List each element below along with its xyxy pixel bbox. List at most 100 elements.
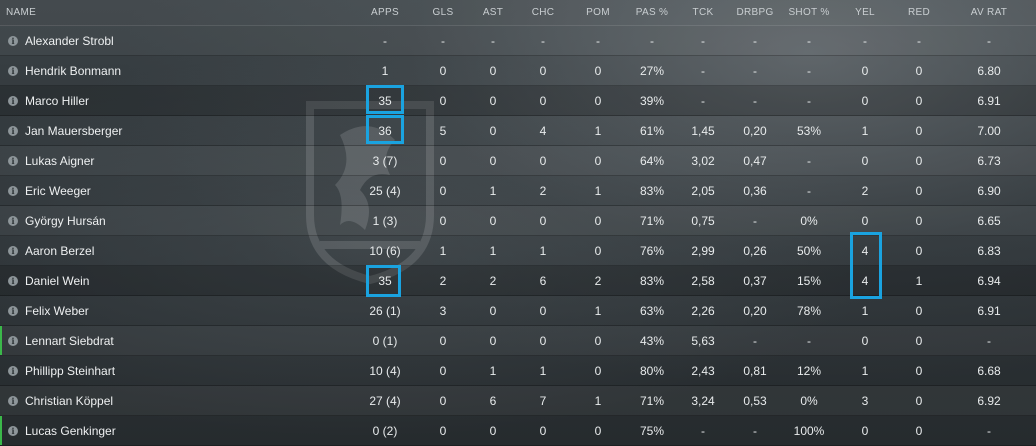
player-name[interactable]: Lucas Genkinger — [25, 423, 116, 438]
player-name[interactable]: Phillipp Steinhart — [25, 363, 116, 378]
player-name[interactable]: Lukas Aigner — [25, 153, 95, 168]
player-name[interactable]: György Hursán — [25, 213, 106, 228]
column-header-yel[interactable]: YEL — [855, 7, 875, 18]
info-icon[interactable]: i — [8, 125, 18, 136]
column-header-red[interactable]: RED — [907, 7, 930, 18]
table-row[interactable]: i Aaron Berzel 10 (6) 1 1 1 0 76% 2,99 0,26 50% 4 0 6… — [0, 236, 1036, 266]
column-header-chc[interactable]: CHC — [531, 7, 555, 18]
stat-chc: 6 — [539, 273, 547, 288]
stat-pas: 80% — [639, 363, 665, 378]
table-row[interactable]: i Jan Mauersberger 36 5 0 4 1 61% 1,45 0,20 53% 1 0 7… — [0, 116, 1036, 146]
stat-pas: 63% — [639, 303, 665, 318]
player-name[interactable]: Jan Mauersberger — [25, 123, 123, 138]
stat-pom: 0 — [594, 213, 602, 228]
table-row[interactable]: i Marco Hiller 35 0 0 0 0 39% - - - 0 0 6.91 — [0, 86, 1036, 116]
info-icon[interactable]: i — [8, 95, 18, 106]
table-row[interactable]: i György Hursán 1 (3) 0 0 0 0 71% 0,75 - 0% 0 0 6.65 — [0, 206, 1036, 236]
stat-red: 0 — [915, 213, 923, 228]
player-name-cell[interactable]: i Felix Weber — [8, 296, 89, 325]
stat-yel: 1 — [861, 363, 869, 378]
table-row[interactable]: i Eric Weeger 25 (4) 0 1 2 1 83% 2,05 0,36 - 2 0 6.90 — [0, 176, 1036, 206]
player-name-cell[interactable]: i Eric Weeger — [8, 176, 91, 205]
player-name-cell[interactable]: i Christian Köppel — [8, 386, 113, 415]
player-name-cell[interactable]: i Alexander Strobl — [8, 26, 114, 55]
stat-apps: 36 — [378, 123, 392, 138]
table-row[interactable]: i Hendrik Bonmann 1 0 0 0 0 27% - - - 0 0 6.80 — [0, 56, 1036, 86]
info-icon[interactable]: i — [8, 215, 18, 226]
info-icon[interactable]: i — [8, 425, 18, 436]
info-icon[interactable]: i — [8, 365, 18, 376]
info-icon[interactable]: i — [8, 335, 18, 346]
player-name[interactable]: Lennart Siebdrat — [25, 333, 114, 348]
stat-tck: - — [701, 93, 705, 108]
column-header-ast[interactable]: AST — [482, 7, 504, 18]
stat-apps: 35 — [378, 273, 392, 288]
player-name[interactable]: Eric Weeger — [25, 183, 91, 198]
stat-yel: 3 — [861, 393, 869, 408]
column-header-shot[interactable]: SHOT % — [788, 7, 830, 18]
column-header-tck[interactable]: TCK — [692, 7, 714, 18]
player-name-cell[interactable]: i György Hursán — [8, 206, 106, 235]
info-icon[interactable]: i — [8, 185, 18, 196]
player-name-cell[interactable]: i Jan Mauersberger — [8, 116, 122, 145]
stat-tck: - — [701, 63, 705, 78]
info-icon[interactable]: i — [8, 395, 18, 406]
stat-chc: 7 — [539, 393, 547, 408]
stat-yel: 0 — [861, 423, 869, 438]
player-name[interactable]: Christian Köppel — [25, 393, 114, 408]
table-row[interactable]: i Lennart Siebdrat 0 (1) 0 0 0 0 43% 5,63 - - 0 0 - — [0, 326, 1036, 356]
table-row[interactable]: i Christian Köppel 27 (4) 0 6 7 1 71% 3,24 0,53 0%… — [0, 386, 1036, 416]
info-icon[interactable]: i — [8, 305, 18, 316]
info-icon[interactable]: i — [8, 65, 18, 76]
player-name-cell[interactable]: i Daniel Wein — [8, 266, 89, 295]
stat-drbpg: - — [753, 333, 757, 348]
column-header-gls[interactable]: GLS — [432, 7, 454, 18]
column-header-drbpg[interactable]: DRBPG — [736, 7, 774, 18]
info-icon[interactable]: i — [8, 155, 18, 166]
stat-chc: 1 — [539, 363, 547, 378]
player-name-cell[interactable]: i Lucas Genkinger — [8, 416, 116, 445]
player-name[interactable]: Alexander Strobl — [25, 33, 114, 48]
player-name[interactable]: Aaron Berzel — [25, 243, 95, 258]
player-name[interactable]: Felix Weber — [25, 303, 89, 318]
player-name[interactable]: Marco Hiller — [25, 93, 90, 108]
stat-ast: 0 — [489, 423, 497, 438]
player-name-cell[interactable]: i Phillipp Steinhart — [8, 356, 115, 385]
player-name-cell[interactable]: i Aaron Berzel — [8, 236, 94, 265]
column-header-apps[interactable]: APPS — [371, 7, 399, 18]
player-name-cell[interactable]: i Marco Hiller — [8, 86, 89, 115]
player-name-cell[interactable]: i Lukas Aigner — [8, 146, 94, 175]
table-row[interactable]: i Daniel Wein 35 2 2 6 2 83% 2,58 0,37 15% 4 1 6.94 — [0, 266, 1036, 296]
player-name[interactable]: Hendrik Bonmann — [25, 63, 122, 78]
stat-chc: 2 — [539, 183, 547, 198]
stat-ast: 0 — [489, 123, 497, 138]
info-icon[interactable]: i — [8, 245, 18, 256]
player-name[interactable]: Daniel Wein — [25, 273, 90, 288]
stat-gls: 5 — [439, 123, 447, 138]
column-header-pom[interactable]: POM — [586, 7, 610, 18]
table-row[interactable]: i Felix Weber 26 (1) 3 0 0 1 63% 2,26 0,20 78% 1 0 6.… — [0, 296, 1036, 326]
info-icon[interactable]: i — [8, 275, 18, 286]
stat-drbpg: 0,81 — [743, 363, 767, 378]
table-row[interactable]: i Phillipp Steinhart 10 (4) 0 1 1 0 80% 2,43 0,81… — [0, 356, 1036, 386]
stat-apps: 35 — [378, 93, 392, 108]
column-header-av-rat[interactable]: AV RAT — [970, 7, 1008, 18]
player-name-cell[interactable]: i Lennart Siebdrat — [8, 326, 114, 355]
info-icon[interactable]: i — [8, 35, 18, 46]
stat-chc: 4 — [539, 123, 547, 138]
stat-pom: 2 — [594, 273, 602, 288]
stat-red: 0 — [915, 303, 923, 318]
stat-shot: 12% — [796, 363, 822, 378]
stat-gls: 3 — [439, 303, 447, 318]
player-name-cell[interactable]: i Hendrik Bonmann — [8, 56, 121, 85]
stat-drbpg: 0,36 — [743, 183, 767, 198]
stat-pas: 76% — [639, 243, 665, 258]
table-row[interactable]: i Lukas Aigner 3 (7) 0 0 0 0 64% 3,02 0,47 - 0 0 6.73 — [0, 146, 1036, 176]
table-row[interactable]: i Lucas Genkinger 0 (2) 0 0 0 0 75% - - 100% 0 0 - — [0, 416, 1036, 446]
table-row[interactable]: i Alexander Strobl - - - - - - - - - - - - — [0, 26, 1036, 56]
stat-red: 0 — [915, 333, 923, 348]
column-header-name[interactable]: NAME — [6, 7, 37, 18]
column-header-pas[interactable]: PAS % — [635, 7, 669, 18]
stat-shot: - — [807, 93, 811, 108]
